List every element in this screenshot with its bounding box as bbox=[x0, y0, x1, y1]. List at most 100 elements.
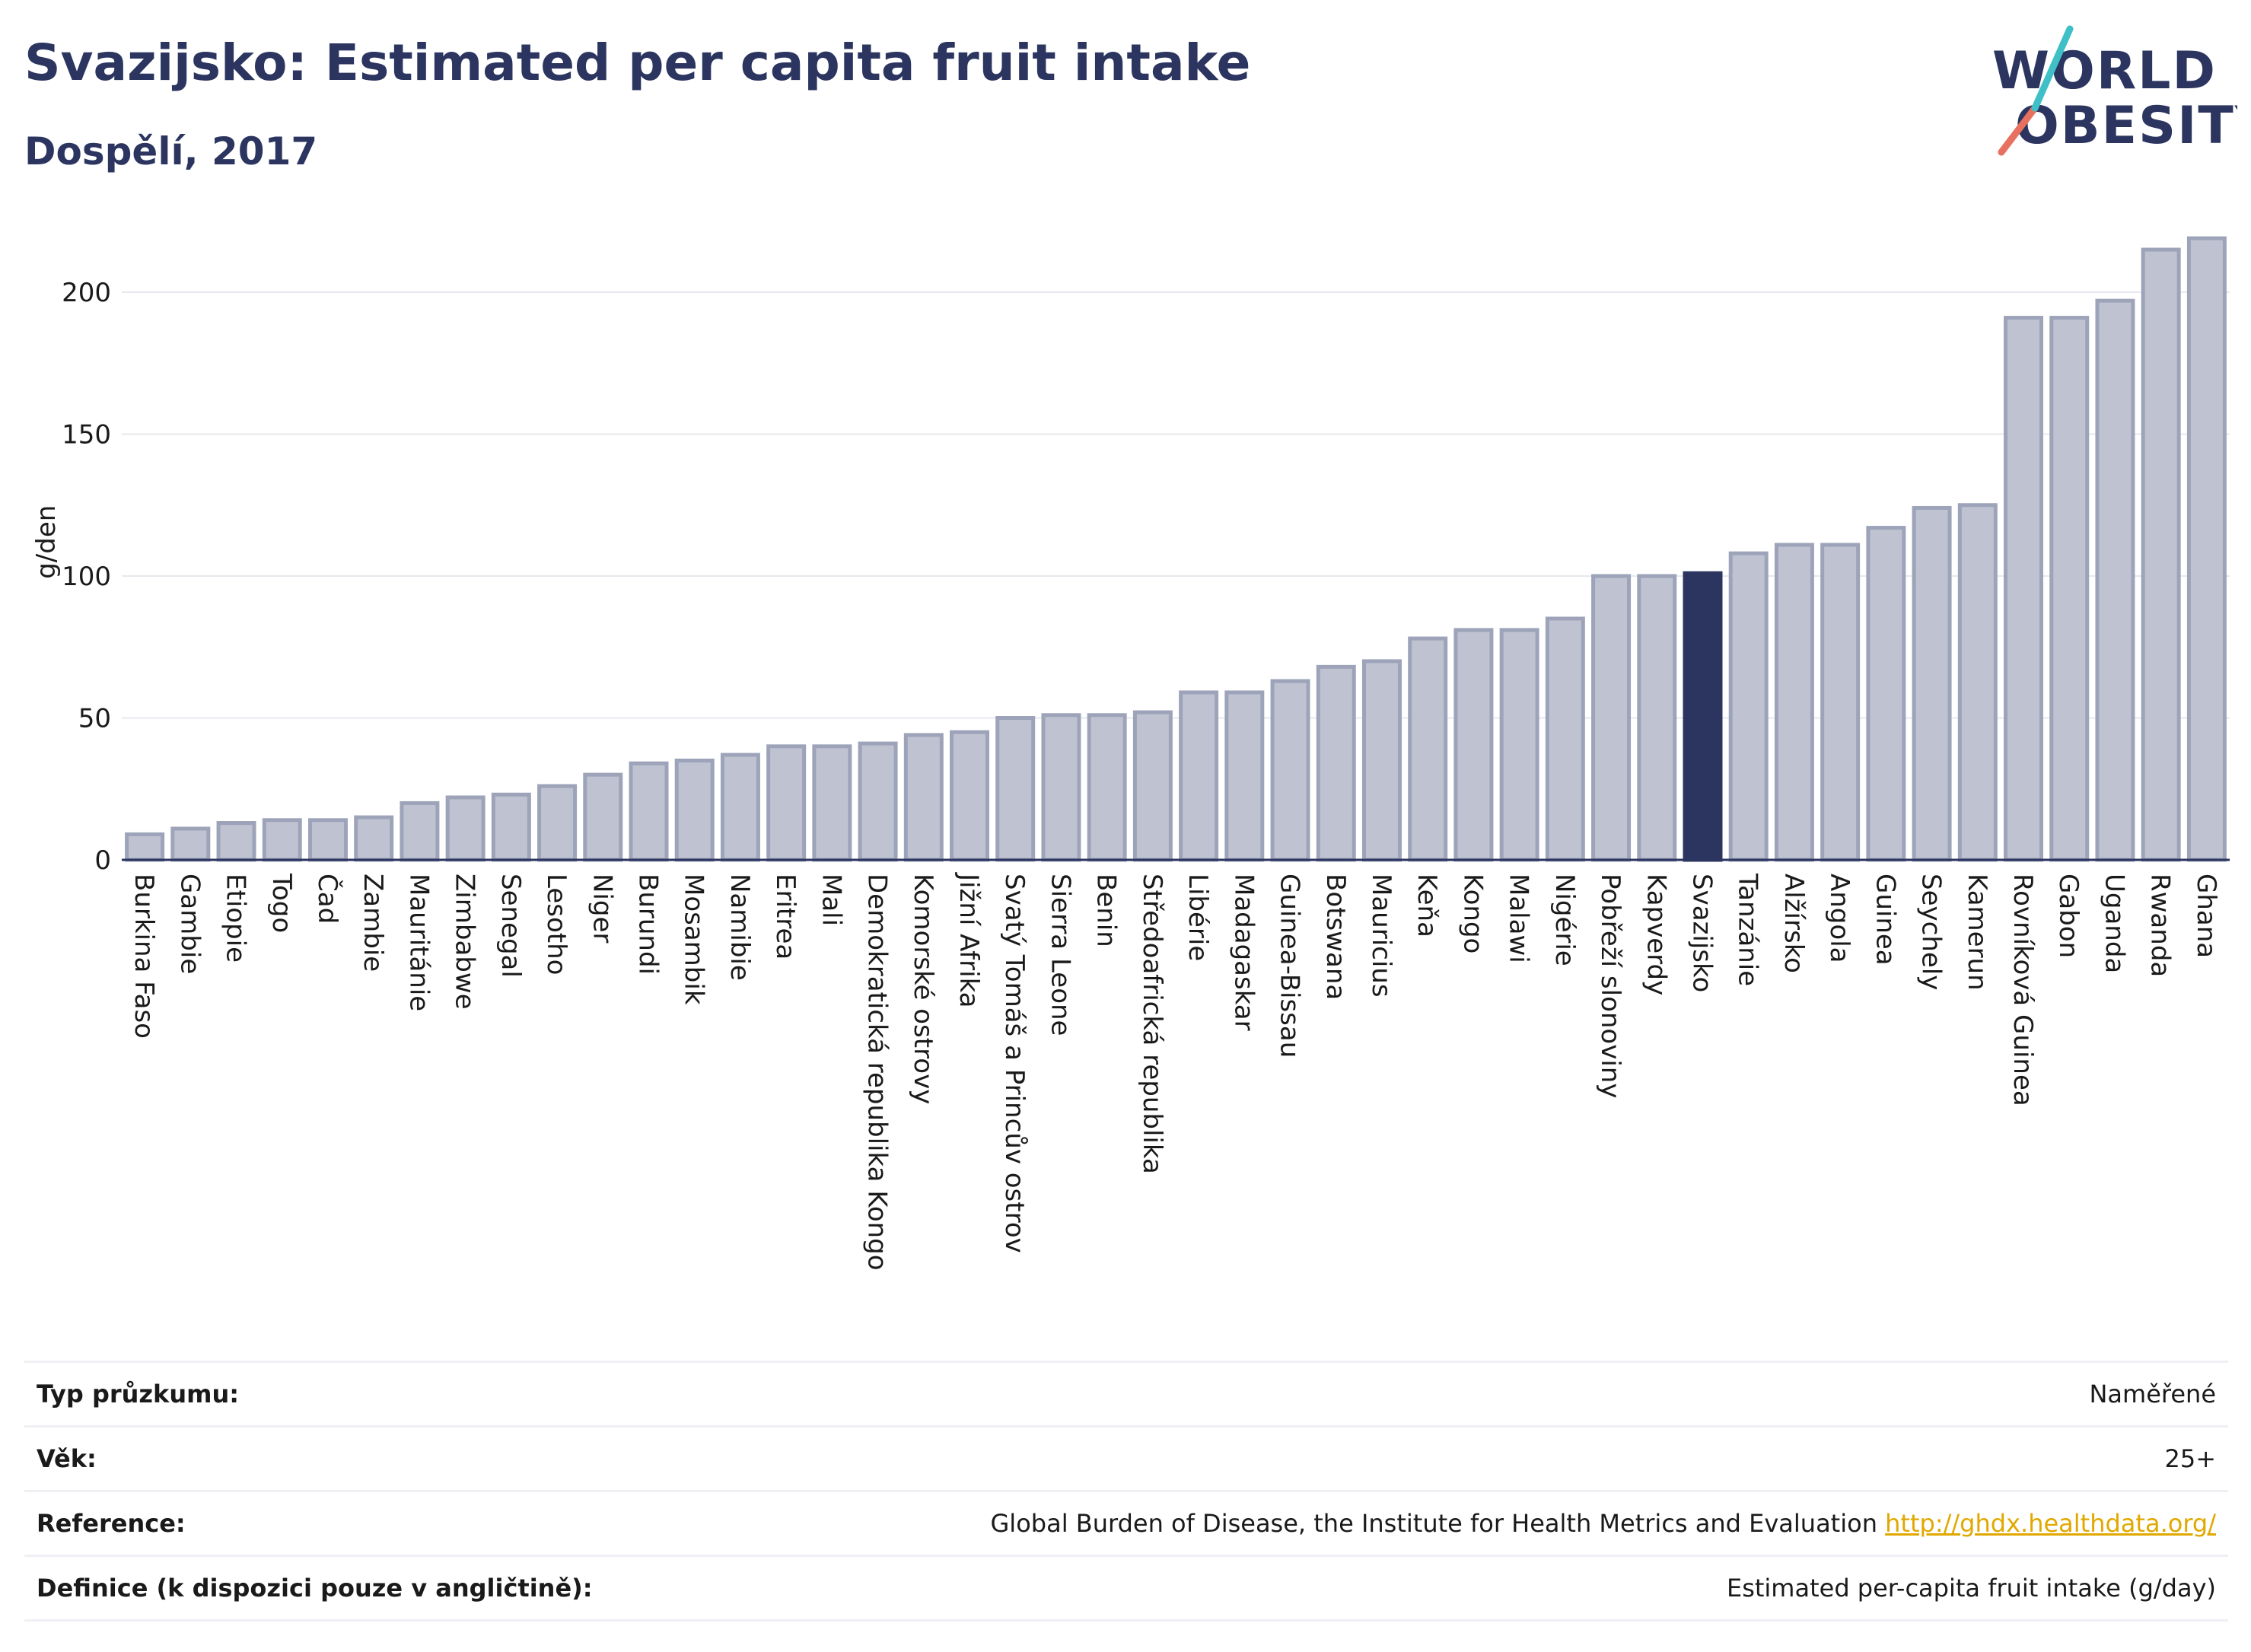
x-tick-label: Niger bbox=[587, 874, 617, 943]
bar-22[interactable] bbox=[1132, 710, 1173, 862]
bar-3[interactable] bbox=[262, 818, 302, 862]
bar-12[interactable] bbox=[674, 758, 715, 862]
x-tick-label: Mauritánie bbox=[403, 874, 434, 1011]
x-tick-label: Mosambik bbox=[679, 874, 709, 1005]
bar-18[interactable] bbox=[950, 730, 990, 862]
bar-30[interactable] bbox=[1499, 628, 1539, 862]
bar-38[interactable] bbox=[1866, 526, 1906, 862]
meta-value: Naměřené bbox=[2089, 1380, 2216, 1408]
bar-44[interactable] bbox=[2141, 247, 2181, 862]
bar-20[interactable] bbox=[1041, 713, 1081, 862]
bar-24[interactable] bbox=[1224, 690, 1265, 862]
x-tick-label: Burundi bbox=[633, 874, 664, 975]
bar-35[interactable] bbox=[1728, 551, 1769, 862]
meta-label: Reference: bbox=[37, 1509, 186, 1538]
bar-41[interactable] bbox=[2004, 316, 2044, 862]
y-tick-label: 50 bbox=[78, 704, 111, 734]
bar-40[interactable] bbox=[1957, 503, 1998, 862]
meta-value: 25+ bbox=[2164, 1444, 2216, 1473]
x-tick-label: Uganda bbox=[2099, 874, 2129, 973]
bar-chart: 0 50 100 150 200 Burkina Faso Gambie Etiopie Tog… bbox=[31, 236, 2230, 1271]
x-tick-label: Zimbabwe bbox=[450, 874, 480, 1010]
bar-29[interactable] bbox=[1453, 628, 1494, 862]
bar-39[interactable] bbox=[1912, 505, 1952, 862]
x-tick-label: Senegal bbox=[495, 874, 526, 978]
x-tick-label: Keňa bbox=[1412, 874, 1442, 937]
x-tick-label: Guinea-Bissau bbox=[1275, 874, 1305, 1058]
bar-23[interactable] bbox=[1179, 690, 1219, 862]
meta-value-reference: Global Burden of Disease, the Institute … bbox=[991, 1509, 2229, 1538]
reference-text: Global Burden of Disease, the Institute … bbox=[990, 1509, 1877, 1538]
x-tick-label: Kongo bbox=[1457, 874, 1488, 953]
bar-6[interactable] bbox=[400, 801, 440, 862]
bar-26[interactable] bbox=[1316, 664, 1356, 862]
x-tick-label: Mauricius bbox=[1366, 874, 1396, 998]
bar-13[interactable] bbox=[720, 753, 760, 862]
world-obesity-logo: WORLD OBESITY bbox=[1992, 25, 2237, 156]
bar-19[interactable] bbox=[995, 716, 1036, 862]
logo-line2: OBESITY bbox=[2015, 96, 2237, 156]
y-tick-label: 150 bbox=[62, 420, 111, 450]
meta-label: Definice (k dispozici pouze v angličtině… bbox=[37, 1574, 593, 1603]
x-tick-label: Středoafrická republika bbox=[1137, 874, 1167, 1174]
bar-4[interactable] bbox=[307, 818, 348, 862]
x-tick-label: Benin bbox=[1091, 874, 1122, 947]
bar-layer bbox=[125, 236, 2227, 862]
y-axis-title: g/den bbox=[31, 505, 62, 579]
x-tick-label: Gambie bbox=[174, 874, 205, 974]
bar-17[interactable] bbox=[903, 733, 944, 862]
bar-28[interactable] bbox=[1408, 636, 1448, 862]
bar-25[interactable] bbox=[1270, 679, 1310, 862]
x-tick-label: Zambie bbox=[358, 874, 388, 972]
x-tick-label: Svatý Tomáš a Princův ostrov bbox=[999, 874, 1030, 1253]
x-tick-label: Rovníková Guinea bbox=[2007, 874, 2038, 1106]
bar-27[interactable] bbox=[1361, 659, 1402, 862]
bar-7[interactable] bbox=[445, 795, 486, 862]
bar-16[interactable] bbox=[858, 741, 898, 862]
bar-42[interactable] bbox=[2049, 316, 2090, 862]
meta-row-survey-type: Typ průzkumu: Naměřené bbox=[24, 1361, 2228, 1425]
x-tick-label: Sierra Leone bbox=[1045, 874, 1075, 1036]
x-tick-label: Ghana bbox=[2191, 874, 2221, 958]
bar-43[interactable] bbox=[2095, 298, 2135, 862]
x-tick-label: Eritrea bbox=[770, 874, 801, 960]
bar-0[interactable] bbox=[125, 832, 165, 862]
reference-link[interactable]: http://ghdx.healthdata.org/ bbox=[1885, 1509, 2216, 1538]
bar-31[interactable] bbox=[1545, 616, 1585, 862]
bar-11[interactable] bbox=[629, 761, 669, 862]
meta-row-age: Věk: 25+ bbox=[24, 1425, 2228, 1490]
bar-15[interactable] bbox=[812, 744, 852, 862]
x-tick-label: Togo bbox=[266, 873, 297, 933]
bar-14[interactable] bbox=[766, 744, 807, 862]
x-tick-label: Čad bbox=[312, 874, 343, 924]
bar-21[interactable] bbox=[1087, 713, 1127, 862]
chart-title: Svazijsko: Estimated per capita fruit in… bbox=[24, 33, 1251, 92]
x-tick-label: Jižní Afrika bbox=[954, 872, 984, 1008]
x-tick-label: Botswana bbox=[1320, 874, 1351, 1000]
bar-34[interactable] bbox=[1683, 571, 1723, 862]
bar-36[interactable] bbox=[1774, 543, 1814, 862]
bar-8[interactable] bbox=[491, 792, 531, 862]
bar-9[interactable] bbox=[537, 784, 578, 862]
bar-32[interactable] bbox=[1591, 574, 1632, 862]
y-tick-label: 0 bbox=[94, 845, 111, 876]
x-tick-label: Madagaskar bbox=[1228, 874, 1259, 1031]
x-tick-label: Komorské ostrovy bbox=[908, 874, 938, 1104]
x-tick-label: Burkina Faso bbox=[129, 874, 159, 1039]
bar-1[interactable] bbox=[170, 826, 211, 862]
x-tick-label: Malawi bbox=[1504, 874, 1534, 963]
chart-subtitle: Dospělí, 2017 bbox=[24, 129, 318, 173]
x-tick-label: Mali bbox=[816, 874, 846, 926]
logo-slash-coral bbox=[1998, 104, 2039, 156]
bar-45[interactable] bbox=[2186, 236, 2227, 862]
x-tick-label: Rwanda bbox=[2145, 874, 2176, 977]
bar-2[interactable] bbox=[216, 821, 256, 862]
bar-10[interactable] bbox=[583, 772, 623, 862]
meta-label: Věk: bbox=[37, 1444, 97, 1473]
meta-value: Estimated per-capita fruit intake (g/day… bbox=[1726, 1574, 2216, 1603]
meta-row-definition: Definice (k dispozici pouze v angličtině… bbox=[24, 1555, 2228, 1622]
bar-5[interactable] bbox=[354, 815, 394, 862]
bar-37[interactable] bbox=[1820, 543, 1861, 862]
bar-33[interactable] bbox=[1637, 574, 1677, 862]
x-tick-label: Libérie bbox=[1183, 874, 1213, 961]
